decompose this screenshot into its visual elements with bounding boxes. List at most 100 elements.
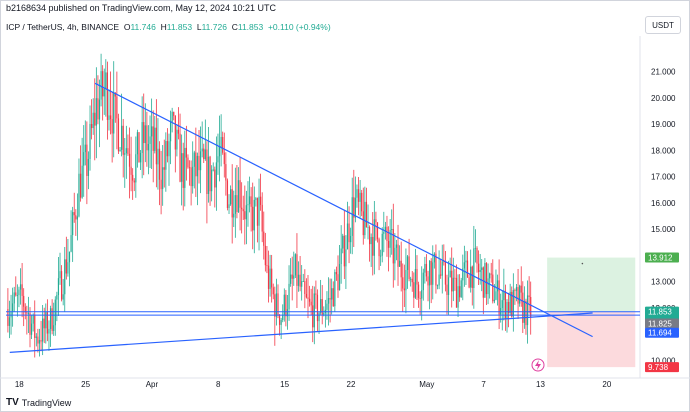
candle-body (171, 111, 173, 122)
candle-body (108, 115, 110, 120)
candle-body (288, 283, 290, 310)
candle-body (372, 237, 374, 256)
y-tick-label: 15.000 (651, 225, 676, 234)
candle-body (454, 277, 456, 279)
candle-body (100, 71, 102, 100)
candle-body (166, 141, 169, 157)
candle-body (466, 260, 469, 278)
candle-body (277, 293, 279, 316)
ascending-trendline (9, 312, 593, 353)
currency-button[interactable]: USDT (645, 16, 681, 34)
candle-body (452, 277, 454, 292)
candle-body (245, 205, 247, 220)
candle-body (468, 277, 470, 288)
candle-body (168, 141, 170, 157)
candle-body (78, 173, 80, 217)
symbol-bar[interactable]: ICP / TetherUS, 4h, BINANCE O11.746 H11.… (6, 22, 331, 32)
candle-body (264, 245, 266, 266)
candle-body (365, 201, 368, 228)
candle-body (199, 151, 202, 171)
candle-body (18, 289, 20, 296)
candle-body (157, 148, 159, 165)
candle-body (504, 290, 507, 320)
candle-body (21, 284, 23, 296)
candle-body (76, 216, 78, 220)
candle-body (226, 180, 229, 209)
candle-body (387, 241, 390, 248)
symbol-name[interactable]: ICP / TetherUS, 4h, BINANCE (6, 22, 120, 32)
candle-body (13, 292, 15, 304)
candle-body (51, 308, 53, 331)
candle-body (433, 253, 435, 263)
candle-body (402, 277, 404, 289)
candle-body (151, 126, 153, 137)
crosshair-price-tag-text: 11.825 (648, 320, 672, 329)
candle-body (446, 284, 448, 295)
y-tick-label: 10.000 (651, 356, 676, 365)
candle-body (525, 300, 527, 326)
brand-name: TradingView (21, 397, 72, 408)
candle-body (124, 153, 126, 155)
x-tick-label: 13 (536, 380, 545, 389)
candle-body (413, 282, 415, 298)
candle-body (81, 165, 83, 198)
candle-body (86, 144, 88, 176)
candle-body (218, 147, 221, 157)
price-change: +0.110 (+0.94%) (267, 22, 331, 32)
candle-body (192, 166, 194, 187)
candle-body (207, 156, 210, 195)
candle-body (165, 141, 167, 170)
candle-body (38, 340, 41, 344)
candle-body (111, 119, 113, 134)
candle-body (397, 244, 399, 267)
y-tick-label: 18.000 (651, 146, 676, 155)
ohlc-open: O11.746 (123, 22, 156, 32)
candle-body (391, 228, 393, 230)
candle-body (462, 268, 464, 281)
candle-body (160, 179, 162, 190)
candle-body (335, 272, 338, 275)
candle-body (354, 197, 356, 218)
candle-body (405, 269, 407, 291)
footer-brand: TV TradingView (6, 397, 71, 408)
candle-body (422, 272, 424, 291)
candle-body (177, 129, 180, 134)
candle-body (373, 219, 375, 256)
candle-body (49, 308, 52, 329)
candle-body (141, 122, 143, 153)
candle-body (83, 152, 85, 166)
candle-body (496, 280, 499, 292)
candle-body (430, 260, 432, 285)
candle-body (231, 189, 233, 218)
candle-body (121, 125, 123, 150)
candle-body (114, 92, 116, 97)
lightning-bolt-icon (535, 360, 541, 370)
candle-body (128, 153, 131, 167)
x-tick-label: 25 (81, 380, 90, 389)
candle-body (147, 143, 150, 151)
candle-body (184, 147, 186, 188)
candle-body (338, 264, 341, 291)
candle-body (7, 309, 9, 326)
ohlc-high: H11.853 (160, 22, 193, 32)
candle-body (408, 256, 410, 279)
candle-body (187, 157, 189, 168)
candle-body (308, 298, 311, 302)
candle-body (198, 155, 200, 171)
candle-body (375, 219, 377, 223)
candle-body (417, 284, 420, 299)
candle-body (457, 286, 459, 308)
candle-body (176, 129, 178, 150)
candle-body (211, 169, 213, 192)
candle-body (97, 98, 99, 120)
candle-body (386, 226, 388, 242)
candle-body (501, 300, 503, 308)
candle-body (275, 293, 278, 317)
candle-body (449, 270, 451, 278)
candle-body (432, 262, 434, 285)
candle-body (48, 328, 50, 334)
candle-body (346, 223, 349, 250)
candle-body (351, 197, 353, 236)
candle-body (356, 189, 358, 198)
